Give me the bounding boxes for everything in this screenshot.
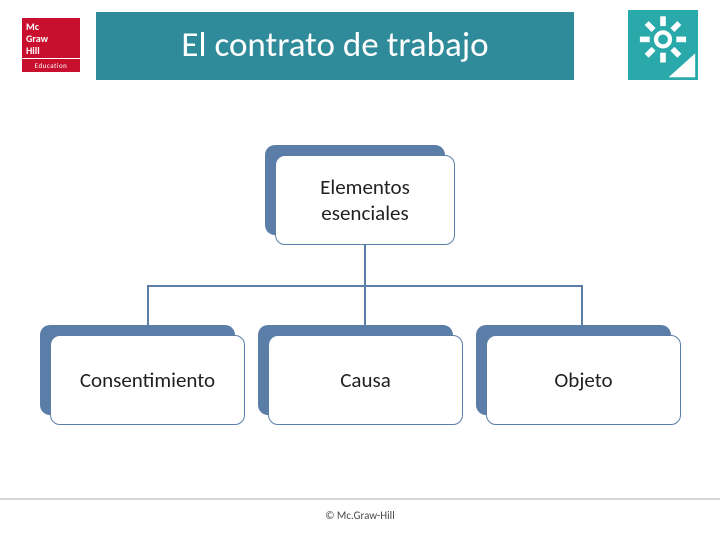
footer-divider	[0, 498, 720, 500]
footer-copyright: © Mc.Graw-Hill	[0, 509, 720, 522]
logo-sub: Education	[22, 58, 80, 72]
gear-icon	[628, 10, 698, 80]
logo-line3: Hill	[26, 44, 40, 57]
child-node-2: Objeto	[486, 335, 681, 425]
publisher-logo: Mc Graw Hill Education	[22, 18, 80, 74]
root-node: Elementos esenciales	[275, 155, 455, 245]
connector-0	[364, 245, 366, 285]
page-title: El contrato de trabajo	[96, 12, 574, 80]
child-node-1: Causa	[268, 335, 463, 425]
org-chart: Elementos esencialesConsentimientoCausaO…	[50, 155, 670, 455]
child-node-0: Consentimiento	[50, 335, 245, 425]
header: Mc Graw Hill Education El contrato de tr…	[0, 12, 720, 80]
